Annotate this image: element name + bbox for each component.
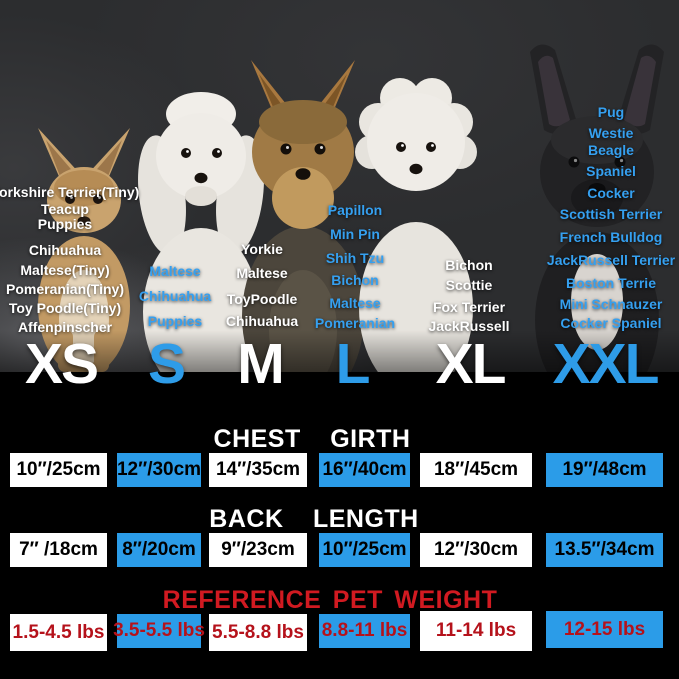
breed-item: Affenpinscher bbox=[17, 319, 113, 335]
breed-item: Cocker Spaniel bbox=[560, 315, 662, 331]
dog-lineup-photo bbox=[0, 0, 679, 372]
breed-item: Chihuahua bbox=[138, 288, 212, 304]
chest-cell: 16″/40cm bbox=[319, 453, 410, 487]
breed-item: Min Pin bbox=[330, 226, 380, 242]
breed-item: Puppies bbox=[37, 216, 93, 232]
reference-pet-weight-header: REFERENCE PET WEIGHT bbox=[162, 586, 498, 614]
back-length-header: BACK LENGTH bbox=[209, 505, 419, 533]
chest-cell: 18″/45cm bbox=[420, 453, 532, 487]
breed-item: Pomeranian bbox=[314, 315, 396, 331]
size-label-l: L bbox=[335, 332, 371, 396]
breed-item: Chihuahua bbox=[225, 313, 299, 329]
maltese-image bbox=[138, 92, 264, 372]
breed-item: Bichon bbox=[445, 257, 493, 273]
breed-item: Scottish Terrier bbox=[559, 206, 663, 222]
breed-item: Mini Schnauzer bbox=[559, 296, 663, 312]
breed-item: ToyPoodle bbox=[226, 291, 298, 307]
breed-item: Maltese bbox=[149, 263, 201, 279]
back-cell: 13.5″/34cm bbox=[546, 533, 663, 567]
back-cell: 10″/25cm bbox=[319, 533, 410, 567]
size-label-s: S bbox=[147, 332, 186, 396]
weight-cell: 12-15 lbs bbox=[546, 611, 663, 648]
breed-item: Pomeranian(Tiny) bbox=[6, 281, 124, 297]
breed-item: Beagle bbox=[588, 142, 634, 158]
weight-cell: 11-14 lbs bbox=[420, 611, 532, 651]
weight-cell: 1.5-4.5 lbs bbox=[10, 614, 107, 651]
breed-item: Puppies bbox=[147, 313, 203, 329]
chest-girth-header: CHEST GIRTH bbox=[213, 425, 411, 453]
breed-item: Yorkie bbox=[241, 241, 283, 257]
breed-item: Teacup bbox=[41, 201, 89, 217]
chihuahua-image bbox=[38, 128, 130, 372]
breed-item: Fox Terrier bbox=[432, 299, 506, 315]
breed-item: Bichon bbox=[331, 272, 379, 288]
breed-item: Cocker bbox=[587, 185, 635, 201]
breed-item: Pug bbox=[597, 104, 625, 120]
yorkshire-terrier-image bbox=[242, 60, 364, 372]
chest-cell: 14″/35cm bbox=[209, 453, 307, 487]
breed-item: Shih Tzu bbox=[325, 250, 385, 266]
breed-item: Westie bbox=[588, 125, 634, 141]
back-cell: 7″ /18cm bbox=[10, 533, 107, 567]
breed-item: Maltese bbox=[329, 295, 381, 311]
weight-cell: 3.5-5.5 lbs bbox=[113, 614, 205, 648]
breed-item: Chihuahua bbox=[28, 242, 102, 258]
weight-cell: 8.8-11 lbs bbox=[319, 614, 410, 648]
size-label-xl: XL bbox=[435, 332, 507, 396]
chest-cell: 19″/48cm bbox=[546, 453, 663, 487]
size-label-xxl: XXL bbox=[552, 332, 660, 396]
breed-item: Spaniel bbox=[586, 163, 636, 179]
breed-item: Papillon bbox=[327, 202, 383, 218]
dogs-illustration bbox=[38, 55, 659, 372]
breed-item: Maltese(Tiny) bbox=[20, 262, 110, 278]
breed-item: Maltese bbox=[236, 265, 288, 281]
weight-cell: 5.5-8.8 lbs bbox=[209, 614, 307, 651]
breed-item: Boston Terrie bbox=[566, 275, 656, 291]
chest-cell: 12″/30cm bbox=[117, 453, 201, 487]
breed-item: JackRussell bbox=[428, 318, 510, 334]
breed-item: JackRussell Terrier bbox=[546, 252, 676, 268]
breed-item: Yorkshire Terrier(Tiny) bbox=[0, 184, 140, 200]
back-cell: 9″/23cm bbox=[209, 533, 307, 567]
breed-item: Scottie bbox=[445, 277, 493, 293]
size-label-m: M bbox=[237, 332, 285, 396]
breed-item: Toy Poodle(Tiny) bbox=[8, 300, 122, 316]
size-label-xs: XS bbox=[24, 332, 99, 396]
breed-item: French Bulldog bbox=[559, 229, 663, 245]
back-cell: 12″/30cm bbox=[420, 533, 532, 567]
back-cell: 8″/20cm bbox=[117, 533, 201, 567]
chest-cell: 10″/25cm bbox=[10, 453, 107, 487]
